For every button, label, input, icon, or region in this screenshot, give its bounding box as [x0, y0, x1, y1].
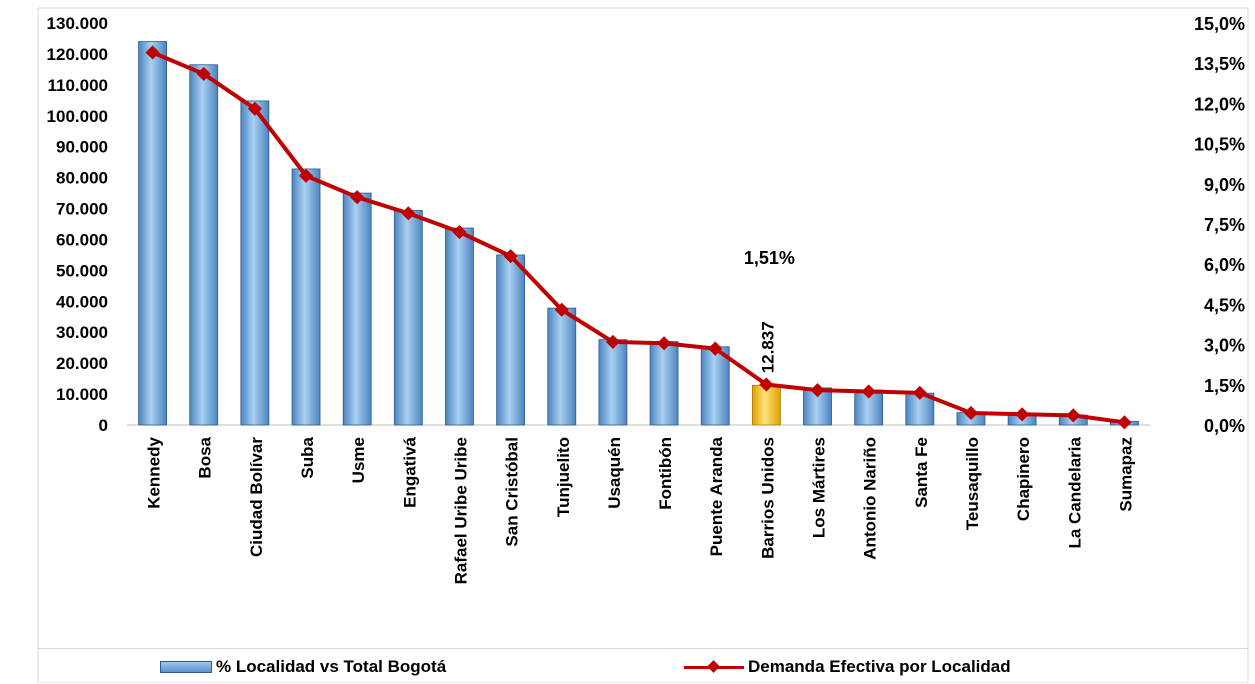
line-point: [759, 377, 774, 392]
x-tick-label: Los Mártires: [810, 437, 829, 538]
y-right-tick-label: 1,5%: [1204, 376, 1245, 396]
y-right-tick-label: 9,0%: [1204, 175, 1245, 195]
bar-suba: [291, 168, 321, 426]
x-tick-label: Barrios Unidos: [758, 437, 777, 559]
y-left-tick-label: 20.000: [56, 354, 108, 373]
line-series: [145, 45, 1132, 430]
bar-puente-aranda: [700, 346, 730, 426]
line-point: [810, 383, 825, 398]
y-axis-left: 0 10.000 20.000 30.000 40.000 50.000 60.000 70.…: [47, 14, 108, 435]
x-tick-label: Bosa: [196, 436, 215, 478]
legend-line-swatch: [684, 660, 744, 674]
y-left-tick-label: 10.000: [56, 385, 108, 404]
line-point: [1066, 408, 1081, 423]
y-right-tick-label: 10,5%: [1194, 135, 1245, 155]
line-point: [554, 302, 569, 317]
bar-fontib-n: [649, 341, 679, 426]
annotations: 12.837 1,51%: [744, 248, 795, 373]
bar-usme: [342, 192, 372, 426]
y-left-tick-label: 110.000: [47, 76, 108, 95]
legend-bar-swatch: [160, 660, 212, 673]
y-left-tick-label: 80.000: [56, 169, 108, 188]
x-tick-label: Engativá: [400, 436, 419, 507]
y-left-tick-label: 130.000: [47, 14, 108, 33]
line-point: [452, 224, 467, 240]
bar-ciudad-bol-var: [240, 100, 270, 426]
x-tick-label: Sumapaz: [1116, 437, 1135, 512]
bar-tunjuelito: [547, 307, 577, 426]
line-point: [350, 190, 365, 205]
legend-item-line: Demanda Efectiva por Localidad: [684, 657, 1011, 677]
x-tick-label: La Candelaria: [1065, 436, 1084, 548]
line-point: [912, 385, 927, 400]
bar-usaqu-n: [598, 339, 628, 426]
y-left-tick-label: 90.000: [56, 138, 108, 157]
y-right-tick-label: 6,0%: [1204, 255, 1245, 275]
x-tick-label: Usme: [349, 437, 368, 483]
y-left-tick-label: 60.000: [56, 230, 108, 249]
legend-item-bars: % Localidad vs Total Bogotá: [160, 657, 446, 677]
highlight-value-label: 12.837: [758, 321, 777, 373]
line-point: [503, 249, 518, 264]
bar-kennedy: [138, 41, 167, 426]
y-right-tick-label: 4,5%: [1204, 295, 1245, 315]
bar-san-crist-bal: [496, 254, 526, 426]
x-tick-label: Santa Fe: [912, 437, 931, 508]
y-right-tick-label: 3,0%: [1204, 336, 1245, 356]
chart-border: [37, 7, 1249, 683]
x-tick-label: Rafael Uribe Uribe: [451, 437, 470, 584]
x-tick-label: Puente Aranda: [707, 436, 726, 556]
legend-label-line: Demanda Efectiva por Localidad: [748, 656, 1011, 676]
line-point: [298, 168, 314, 183]
y-left-tick-label: 120.000: [47, 45, 108, 64]
y-left-tick-label: 50.000: [56, 261, 108, 280]
x-tick-label: Chapinero: [1014, 437, 1033, 521]
x-axis-labels: Kennedy Bosa Ciudad Bolívar Suba Usme Engativ…: [145, 436, 1136, 584]
bar-rafael-uribe-uribe: [445, 227, 474, 426]
x-tick-label: San Cristóbal: [503, 437, 522, 547]
y-left-tick-label: 40.000: [56, 292, 108, 311]
bar-series: [138, 41, 1139, 426]
x-tick-label: Suba: [298, 436, 317, 478]
x-tick-label: Usaquén: [605, 437, 624, 509]
highlight-percent-label: 1,51%: [744, 248, 795, 268]
legend: % Localidad vs Total Bogotá Demanda Efec…: [38, 648, 1248, 684]
line-point: [1015, 407, 1030, 422]
bar-bosa: [189, 64, 219, 426]
x-tick-label: Kennedy: [145, 436, 164, 508]
y-right-tick-label: 7,5%: [1204, 215, 1245, 235]
line-point: [401, 206, 416, 221]
y-right-tick-label: 15,0%: [1194, 14, 1245, 34]
line-point: [657, 336, 672, 351]
line-point: [708, 341, 723, 356]
y-left-tick-label: 100.000: [47, 107, 108, 126]
line-point: [861, 384, 876, 399]
x-tick-label: Fontibón: [656, 437, 675, 510]
y-axis-right: 0,0% 1,5% 3,0% 4,5% 6,0% 7,5% 9,0% 10,5% 12,0% 13…: [1194, 14, 1245, 436]
y-left-tick-label: 70.000: [56, 200, 108, 219]
legend-label-bars: % Localidad vs Total Bogotá: [216, 656, 447, 676]
bar-barrios-unidos: [751, 384, 781, 426]
x-tick-label: Ciudad Bolívar: [247, 437, 266, 557]
line-point: [963, 405, 979, 421]
y-left-tick-label: 30.000: [56, 323, 108, 342]
y-left-tick-label: 0: [99, 416, 108, 435]
line-point: [605, 334, 620, 349]
bar-engativ-: [393, 209, 423, 426]
line-point: [1117, 415, 1132, 430]
demand-line: [151, 50, 1125, 425]
x-tick-label: Tunjuelito: [554, 437, 573, 517]
x-tick-label: Teusaquillo: [963, 437, 982, 530]
y-right-tick-label: 13,5%: [1194, 54, 1245, 74]
x-tick-label: Antonio Nariño: [861, 437, 880, 560]
y-right-tick-label: 0,0%: [1204, 416, 1245, 436]
y-right-tick-label: 12,0%: [1194, 94, 1245, 114]
